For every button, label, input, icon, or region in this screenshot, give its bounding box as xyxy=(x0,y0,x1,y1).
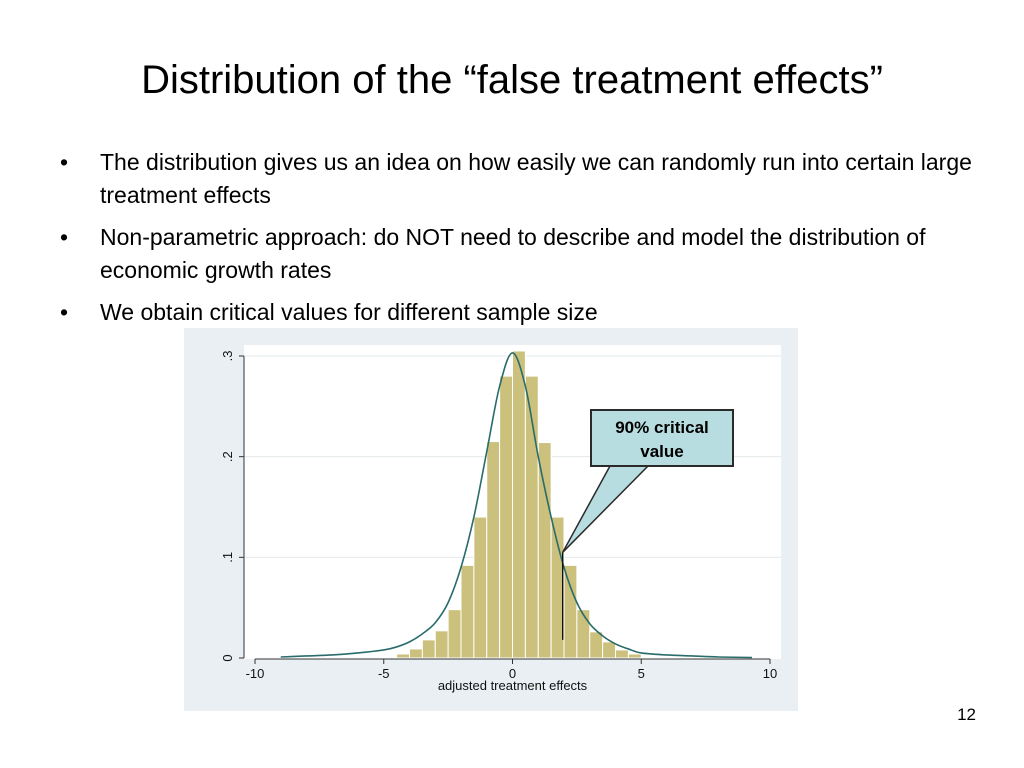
histogram-bar xyxy=(473,516,488,659)
x-tick-label: 0 xyxy=(509,666,516,681)
density-curve-group xyxy=(280,352,752,659)
bullet-item: • We obtain critical values for differen… xyxy=(60,296,980,329)
histogram-bar xyxy=(537,442,552,659)
bullet-item: • The distribution gives us an idea on h… xyxy=(60,146,980,212)
x-tick-label: 5 xyxy=(638,666,645,681)
histogram-bar xyxy=(589,631,604,659)
y-tick-label: .3 xyxy=(220,351,235,362)
histogram-figure: 0 .1 .2 .3 -10 -5 0 5 10 adjusted treatment effe… xyxy=(184,328,798,711)
y-tick-label: .1 xyxy=(220,552,235,563)
histogram-bar xyxy=(486,441,501,659)
y-tick-label: .2 xyxy=(220,451,235,462)
critical-value-callout: 90% critical value xyxy=(590,409,734,467)
bullet-marker: • xyxy=(60,149,69,175)
y-tick-label: 0 xyxy=(220,654,235,661)
histogram-bar xyxy=(627,653,642,659)
x-tick-label: -5 xyxy=(378,666,390,681)
histogram-bar xyxy=(576,609,591,659)
histogram-bar xyxy=(409,648,423,659)
page-number: 12 xyxy=(957,705,976,724)
density-curve xyxy=(280,352,752,659)
bullet-text: The distribution gives us an idea on how… xyxy=(100,149,972,208)
histogram-bar xyxy=(615,649,629,659)
histogram-bars xyxy=(396,350,642,659)
histogram-bar xyxy=(396,653,410,659)
bullet-text: We obtain critical values for different … xyxy=(100,299,598,325)
histogram-bar xyxy=(421,639,436,659)
histogram-bar xyxy=(602,641,616,659)
histogram-bar xyxy=(512,350,526,659)
bullet-list: • The distribution gives us an idea on h… xyxy=(60,146,980,338)
slide-title: Distribution of the “false treatment eff… xyxy=(141,58,883,102)
x-tick-label: 10 xyxy=(763,666,777,681)
bullet-text: Non-parametric approach: do NOT need to … xyxy=(100,224,926,283)
histogram-bar xyxy=(447,609,462,659)
x-tick-label: -10 xyxy=(246,666,265,681)
histogram-bar xyxy=(460,564,475,659)
x-axis-label: adjusted treatment effects xyxy=(438,678,588,693)
bullet-item: • Non-parametric approach: do NOT need t… xyxy=(60,221,980,287)
bullet-marker: • xyxy=(60,224,69,250)
histogram-chart: 0 .1 .2 .3 -10 -5 0 5 10 adjusted treatment effe… xyxy=(220,345,781,693)
histogram-bar xyxy=(563,564,578,659)
axes: 0 .1 .2 .3 -10 -5 0 5 10 xyxy=(220,351,777,681)
histogram-bar xyxy=(434,630,449,659)
bullet-marker: • xyxy=(60,299,69,325)
histogram-bar xyxy=(499,375,513,659)
callout-text: 90% critical value xyxy=(615,418,709,461)
